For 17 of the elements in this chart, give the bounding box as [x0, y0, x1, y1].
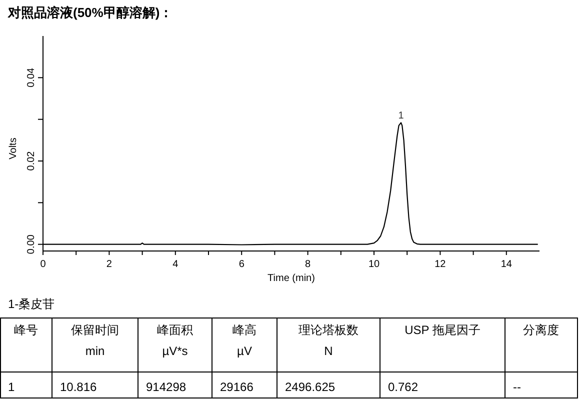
- table: 峰号 1 保留时间 min 10.816 峰面积 µV*s 914298 峰高 µV 29166 理论塔板数 N 2496.625 USP 拖尾因子 0.762 分离度 --: [0, 318, 578, 398]
- y-tick-label: 0.02: [26, 150, 37, 171]
- x-axis-title: Time (min): [268, 273, 315, 284]
- x-tick-label: 12: [434, 259, 446, 270]
- x-tick-label: 10: [368, 259, 380, 270]
- x-tick-label: 4: [172, 259, 179, 270]
- x-tick-label: 0: [40, 259, 46, 270]
- text: 1-桑皮苷: [8, 297, 55, 311]
- x-tick-label: 6: [238, 259, 245, 270]
- x-tick-label: 8: [305, 259, 312, 270]
- x-tick-label: 14: [500, 259, 512, 270]
- chart-title: 对照品溶液(50%甲醇溶解)：: [7, 5, 173, 20]
- y-axis-title: Volts: [8, 138, 19, 160]
- annotation: 1: [398, 110, 404, 122]
- x-tick-label: 2: [106, 259, 112, 270]
- y-tick-label: 0.04: [26, 68, 37, 88]
- y-tick-label: 0.00: [26, 234, 37, 254]
